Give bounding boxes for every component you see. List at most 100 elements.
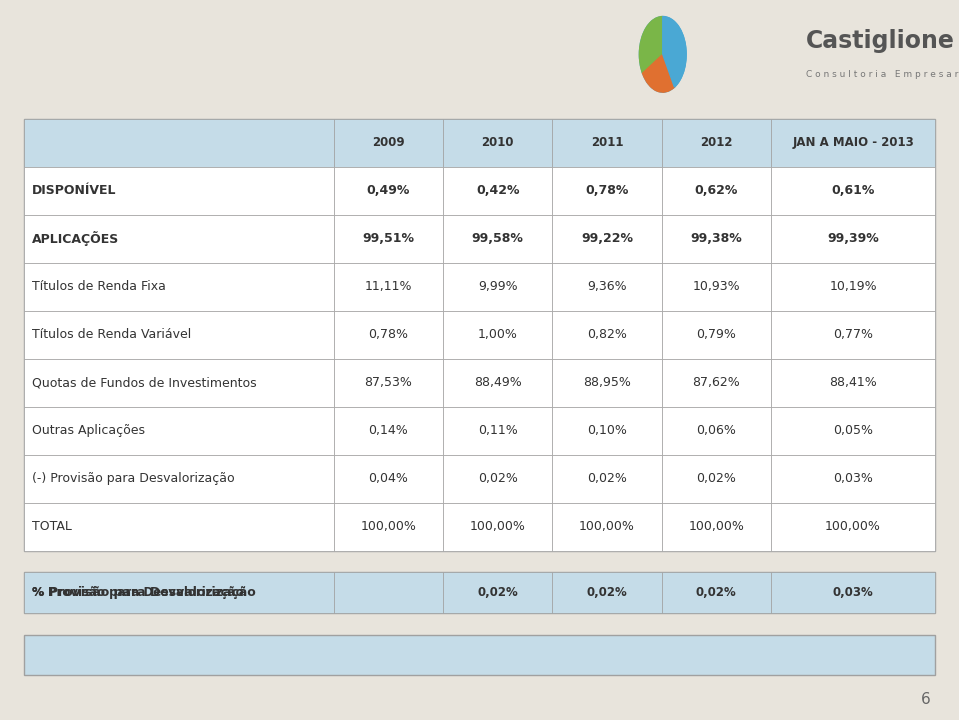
- Bar: [552, 503, 662, 551]
- Text: C o n s u l t o r i a   E m p r e s a r i a l: C o n s u l t o r i a E m p r e s a r i …: [807, 70, 959, 78]
- Text: 0,10%: 0,10%: [587, 424, 627, 437]
- Bar: [443, 359, 552, 407]
- Bar: [24, 455, 334, 503]
- Bar: [24, 572, 334, 613]
- Bar: [552, 167, 662, 215]
- Bar: [24, 572, 935, 613]
- Bar: [334, 215, 443, 263]
- Bar: [771, 407, 935, 455]
- Bar: [334, 263, 443, 311]
- Bar: [662, 407, 771, 455]
- Bar: [662, 455, 771, 503]
- Text: 10,19%: 10,19%: [830, 280, 877, 293]
- Text: 0,61%: 0,61%: [831, 184, 875, 197]
- Text: 0,77%: 0,77%: [833, 328, 873, 341]
- Bar: [443, 215, 552, 263]
- Text: APLICAÇÕES: APLICAÇÕES: [32, 231, 119, 246]
- Text: 0,02%: 0,02%: [478, 586, 518, 600]
- Text: 0,79%: 0,79%: [696, 328, 737, 341]
- Bar: [334, 407, 443, 455]
- Text: 99,38%: 99,38%: [690, 233, 742, 246]
- Bar: [552, 359, 662, 407]
- Bar: [443, 263, 552, 311]
- Text: 99,39%: 99,39%: [828, 233, 878, 246]
- Text: 10,93%: 10,93%: [692, 280, 740, 293]
- Text: 0,11%: 0,11%: [478, 424, 518, 437]
- Bar: [662, 263, 771, 311]
- Bar: [443, 119, 552, 167]
- Text: 100,00%: 100,00%: [825, 521, 881, 534]
- Text: 88,95%: 88,95%: [583, 377, 631, 390]
- Bar: [334, 503, 443, 551]
- Text: (-) Provisão para Desvalorização: (-) Provisão para Desvalorização: [32, 472, 234, 485]
- Text: 99,58%: 99,58%: [472, 233, 524, 246]
- Bar: [662, 359, 771, 407]
- Bar: [334, 311, 443, 359]
- Bar: [443, 455, 552, 503]
- Bar: [771, 503, 935, 551]
- Text: 100,00%: 100,00%: [579, 521, 635, 534]
- Bar: [24, 119, 935, 551]
- Text: TOTAL: TOTAL: [32, 521, 72, 534]
- Text: 0,82%: 0,82%: [587, 328, 627, 341]
- Text: 0,02%: 0,02%: [587, 472, 627, 485]
- Text: % Provisão para Desvalorização: % Provisão para Desvalorização: [32, 586, 255, 600]
- Text: Títulos de Renda Fixa: Títulos de Renda Fixa: [32, 280, 166, 293]
- Bar: [24, 119, 334, 167]
- Bar: [771, 455, 935, 503]
- Bar: [443, 311, 552, 359]
- Bar: [771, 311, 935, 359]
- Text: 2010: 2010: [481, 136, 514, 149]
- Text: 11,11%: 11,11%: [364, 280, 412, 293]
- Bar: [552, 263, 662, 311]
- Bar: [771, 119, 935, 167]
- Bar: [24, 311, 334, 359]
- Bar: [662, 503, 771, 551]
- Circle shape: [640, 17, 686, 92]
- Text: 0,49%: 0,49%: [366, 184, 410, 197]
- Text: 99,51%: 99,51%: [363, 233, 414, 246]
- Bar: [662, 167, 771, 215]
- Text: 0,62%: 0,62%: [694, 184, 738, 197]
- Bar: [552, 407, 662, 455]
- Text: 0,02%: 0,02%: [696, 472, 737, 485]
- Bar: [334, 572, 443, 613]
- Text: 99,22%: 99,22%: [581, 233, 633, 246]
- Text: 6: 6: [921, 692, 930, 707]
- Text: 9,36%: 9,36%: [587, 280, 627, 293]
- Text: Títulos de Renda Variável: Títulos de Renda Variável: [32, 328, 191, 341]
- Bar: [334, 359, 443, 407]
- Bar: [443, 572, 552, 613]
- Text: 2009: 2009: [372, 136, 405, 149]
- Text: 0,04%: 0,04%: [368, 472, 409, 485]
- Text: 87,53%: 87,53%: [364, 377, 412, 390]
- Bar: [662, 215, 771, 263]
- Bar: [662, 311, 771, 359]
- Bar: [771, 215, 935, 263]
- Text: 87,62%: 87,62%: [692, 377, 740, 390]
- Bar: [334, 119, 443, 167]
- Text: 2011: 2011: [591, 136, 623, 149]
- Text: 0,03%: 0,03%: [832, 586, 874, 600]
- Bar: [662, 119, 771, 167]
- Bar: [552, 215, 662, 263]
- Text: 9,99%: 9,99%: [478, 280, 518, 293]
- Text: 0,05%: 0,05%: [833, 424, 873, 437]
- Bar: [552, 311, 662, 359]
- Text: 100,00%: 100,00%: [689, 521, 744, 534]
- Text: 2012: 2012: [700, 136, 733, 149]
- Text: 0,78%: 0,78%: [368, 328, 409, 341]
- Text: 0,42%: 0,42%: [476, 184, 520, 197]
- Bar: [552, 455, 662, 503]
- Text: 0,03%: 0,03%: [833, 472, 873, 485]
- Bar: [24, 407, 334, 455]
- Bar: [771, 359, 935, 407]
- Text: 0,02%: 0,02%: [478, 472, 518, 485]
- Text: 0,78%: 0,78%: [585, 184, 629, 197]
- Bar: [552, 572, 662, 613]
- Text: % Provisão para Desvalorização: % Provisão para Desvalorização: [32, 586, 244, 600]
- Bar: [24, 215, 334, 263]
- Text: Quotas de Fundos de Investimentos: Quotas de Fundos de Investimentos: [32, 377, 256, 390]
- Text: 88,49%: 88,49%: [474, 377, 522, 390]
- Text: 88,41%: 88,41%: [830, 377, 877, 390]
